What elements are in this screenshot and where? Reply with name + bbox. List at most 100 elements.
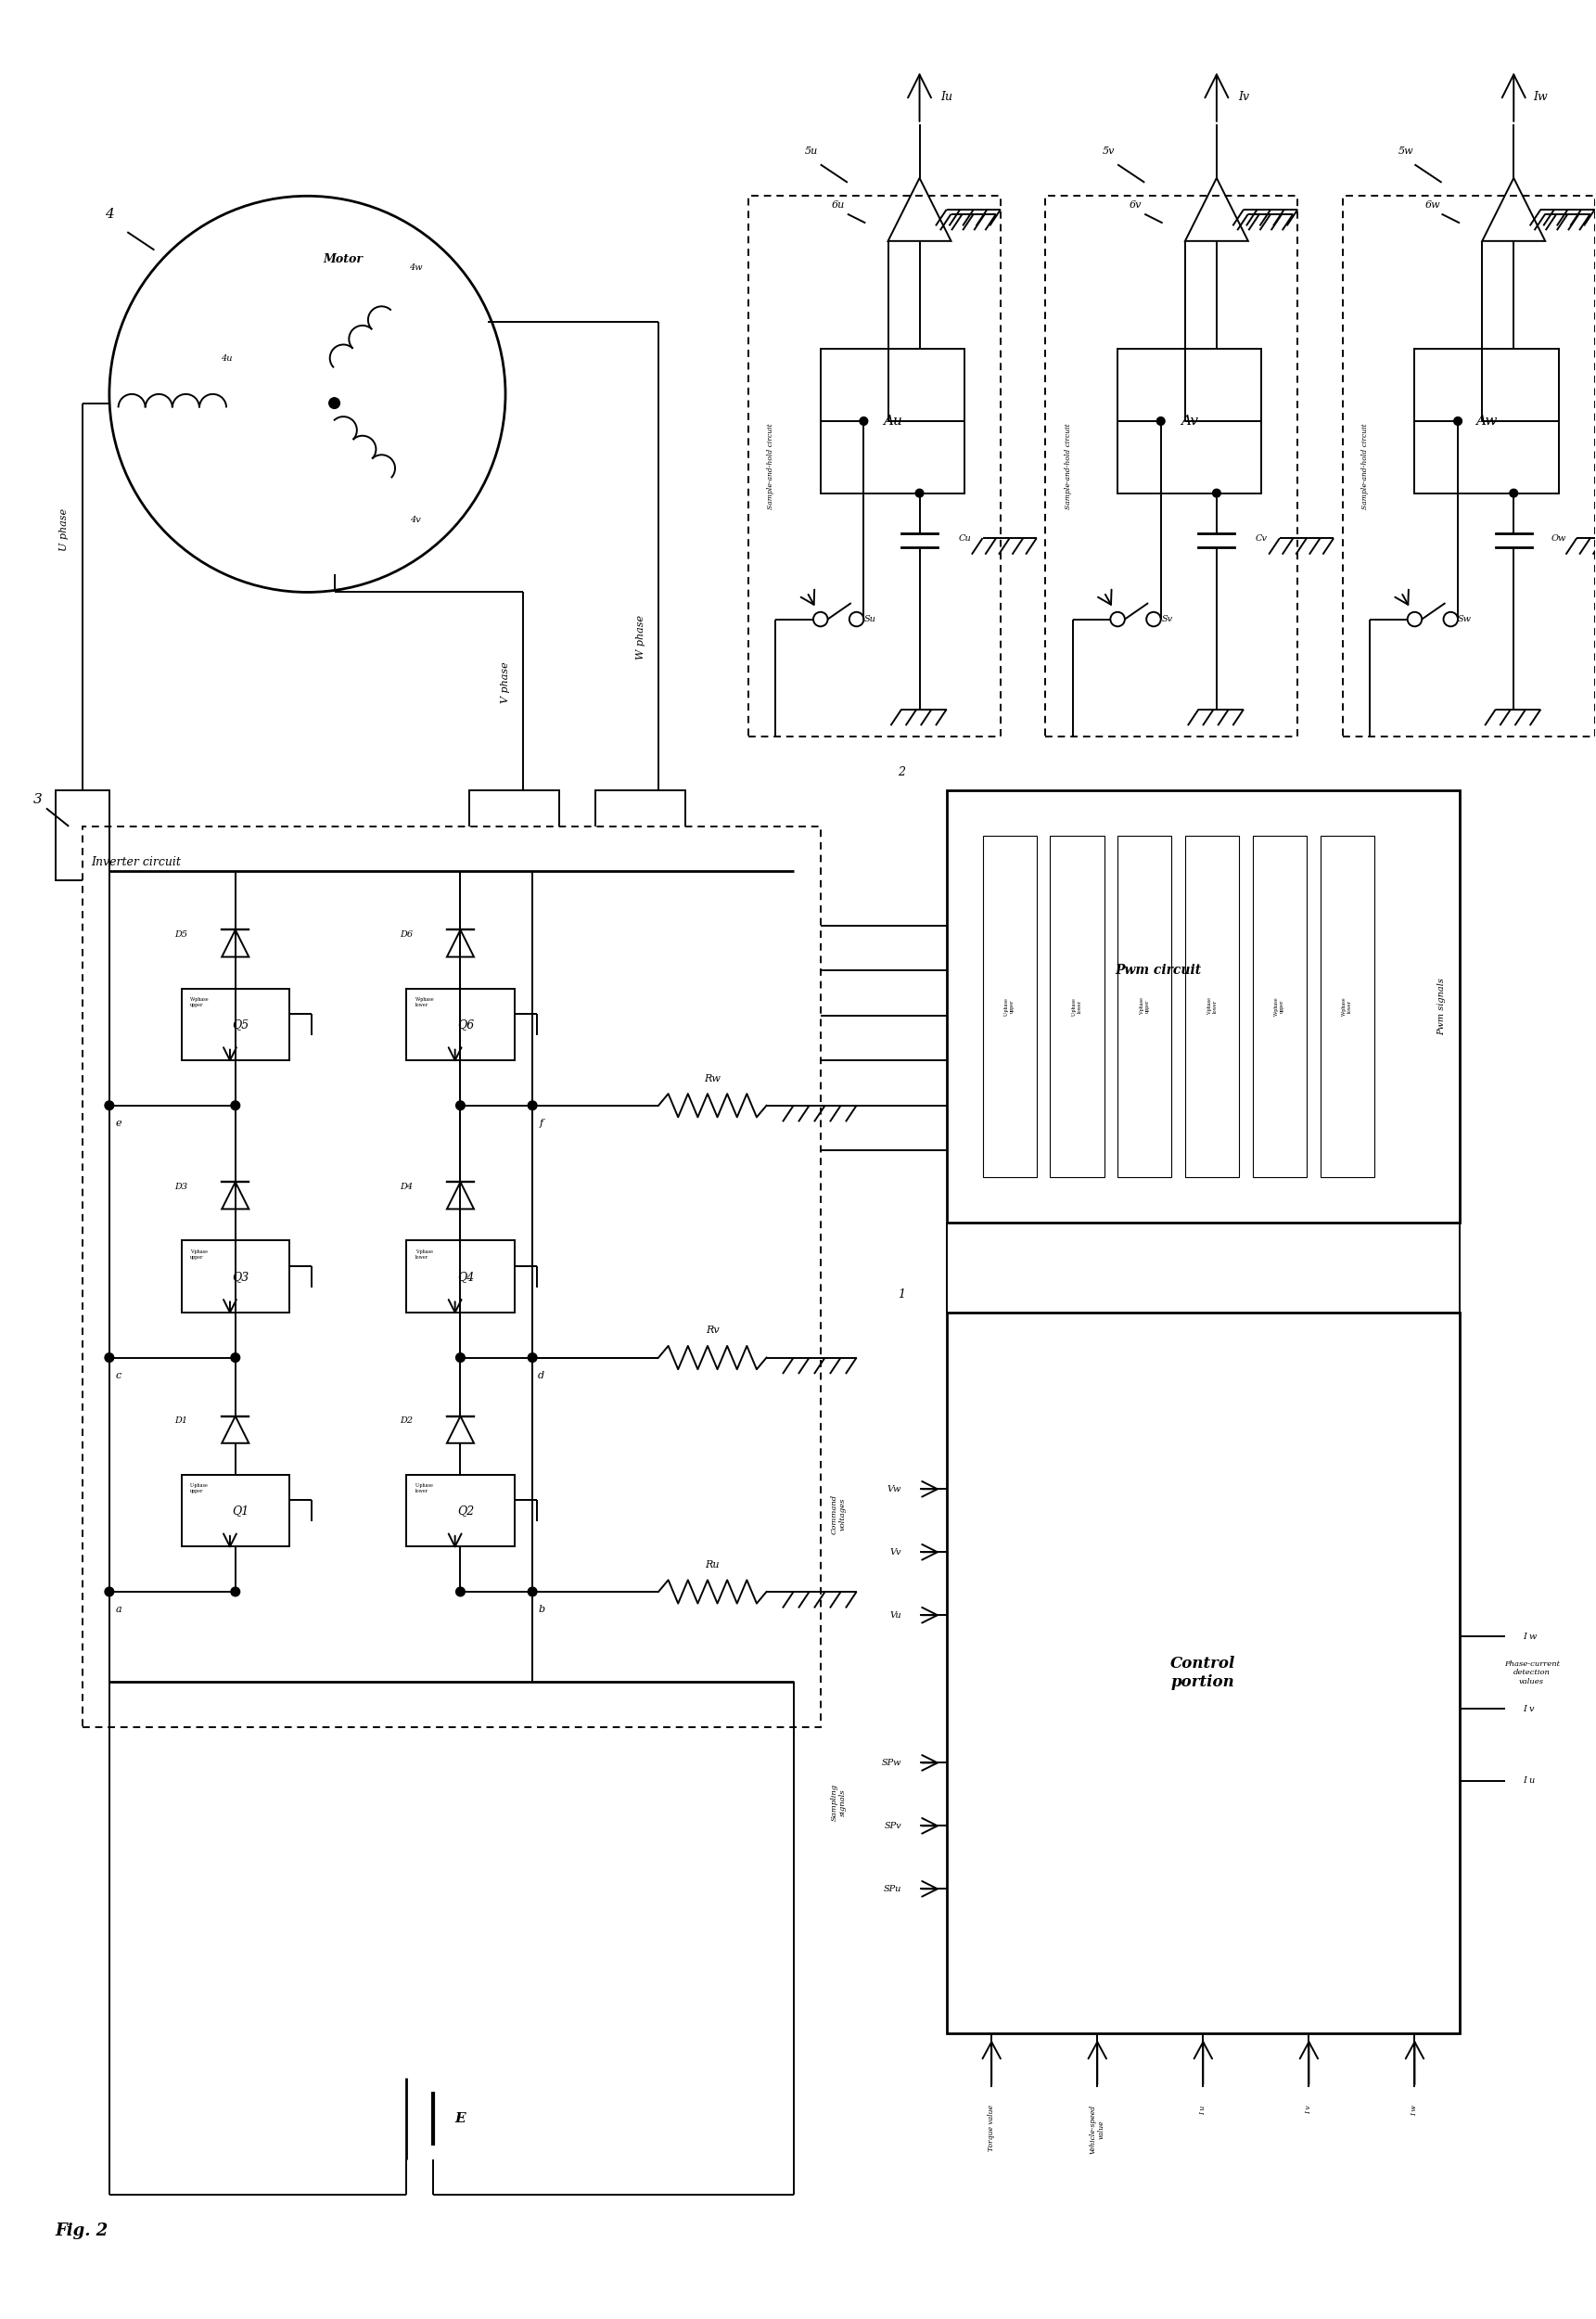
Circle shape [105,1102,113,1111]
Text: D5: D5 [176,930,188,939]
Text: 5w: 5w [1398,146,1414,155]
Bar [83,826,820,1728]
Circle shape [456,1352,464,1361]
Bar [407,1475,514,1547]
Text: a: a [115,1605,121,1614]
Text: U-phase
upper: U-phase upper [1004,997,1015,1016]
Text: W-phase
lower: W-phase lower [415,997,434,1006]
Circle shape [231,1102,239,1111]
Text: Q3: Q3 [233,1271,249,1282]
Bar [182,988,289,1060]
Text: 2: 2 [899,765,905,779]
Text: Vv: Vv [891,1547,902,1556]
Text: d: d [538,1371,544,1380]
Circle shape [1454,417,1462,424]
Text: I v: I v [1306,2106,1312,2115]
Bar [1117,835,1171,1178]
Text: V-phase
lower: V-phase lower [1207,997,1218,1016]
Text: Cv: Cv [1256,533,1267,543]
Text: Sv: Sv [1162,615,1173,624]
Text: Torque value: Torque value [988,2106,996,2152]
Circle shape [528,1102,536,1111]
Text: D6: D6 [401,930,413,939]
Text: D3: D3 [176,1183,188,1190]
Text: 3: 3 [34,793,41,805]
Bar [1414,350,1559,494]
Circle shape [528,1586,536,1595]
Text: Q6: Q6 [458,1018,474,1030]
Text: D1: D1 [176,1417,188,1424]
Bar [1320,835,1374,1178]
Text: Ow: Ow [1551,533,1566,543]
Text: Command
voltages: Command voltages [830,1493,846,1535]
Circle shape [1213,489,1221,496]
Text: f: f [539,1118,543,1127]
Text: V-phase
lower: V-phase lower [415,1250,433,1259]
Text: W-phase
upper: W-phase upper [1275,997,1285,1016]
Text: I u: I u [1200,2106,1207,2115]
Bar [407,988,514,1060]
Bar [1342,197,1594,735]
Text: I w: I w [1411,2106,1419,2115]
Text: Aw: Aw [1476,415,1497,427]
Bar [1253,835,1307,1178]
Text: Rv: Rv [705,1326,720,1336]
Text: SPv: SPv [884,1823,902,1830]
Text: V phase: V phase [501,661,511,703]
Bar [946,1313,1460,2034]
Text: SPu: SPu [884,1885,902,1892]
Text: Pwm signals: Pwm signals [1438,979,1446,1034]
Text: Fig. 2: Fig. 2 [56,2222,109,2240]
Text: Av: Av [1181,415,1199,427]
Text: Sample-and-hold circuit: Sample-and-hold circuit [1361,422,1369,510]
Bar [182,1241,289,1313]
Text: U-phase
lower: U-phase lower [415,1484,434,1493]
Text: Pwm circuit: Pwm circuit [1116,965,1202,976]
Text: Sample-and-hold circuit: Sample-and-hold circuit [768,422,774,510]
Bar [1050,835,1104,1178]
Bar [1186,835,1238,1178]
Text: 6w: 6w [1425,199,1440,209]
Text: Vehicle-speed
value: Vehicle-speed value [1090,2106,1106,2154]
Bar [56,791,109,881]
Text: Motor: Motor [324,253,364,264]
Text: U-phase
upper: U-phase upper [190,1484,209,1493]
Text: Iu: Iu [940,90,953,102]
Bar [1045,197,1298,735]
Text: W-phase
lower: W-phase lower [1342,997,1352,1016]
Text: Cu: Cu [958,533,970,543]
Circle shape [528,1352,536,1361]
Bar [595,791,685,881]
Text: Rw: Rw [704,1074,721,1083]
Text: Control
portion: Control portion [1170,1656,1235,1691]
Text: Iw: Iw [1534,90,1548,102]
Text: 4u: 4u [220,355,231,362]
Text: Sw: Sw [1457,615,1472,624]
Bar [946,791,1460,1222]
Text: b: b [538,1605,544,1614]
Text: Q1: Q1 [233,1505,249,1517]
Text: SPw: SPw [881,1758,902,1767]
Text: U phase: U phase [59,508,69,550]
Text: 5v: 5v [1103,146,1114,155]
Text: 4v: 4v [410,517,421,524]
Text: Q2: Q2 [458,1505,474,1517]
Circle shape [105,1586,113,1595]
Text: Iv: Iv [1238,90,1250,102]
Circle shape [456,1102,464,1111]
Bar [407,1241,514,1313]
Circle shape [105,1352,113,1361]
Bar [749,197,1001,735]
Text: 4w: 4w [409,264,423,271]
Circle shape [231,1352,239,1361]
Circle shape [456,1586,464,1595]
Text: I w: I w [1523,1633,1537,1642]
Text: c: c [115,1371,121,1380]
Text: U-phase
lower: U-phase lower [1073,997,1082,1016]
Text: Au: Au [883,415,902,427]
Text: e: e [115,1118,121,1127]
Bar [182,1475,289,1547]
Text: 6v: 6v [1130,199,1141,209]
Text: Vw: Vw [887,1484,902,1493]
Text: E: E [455,2113,466,2124]
